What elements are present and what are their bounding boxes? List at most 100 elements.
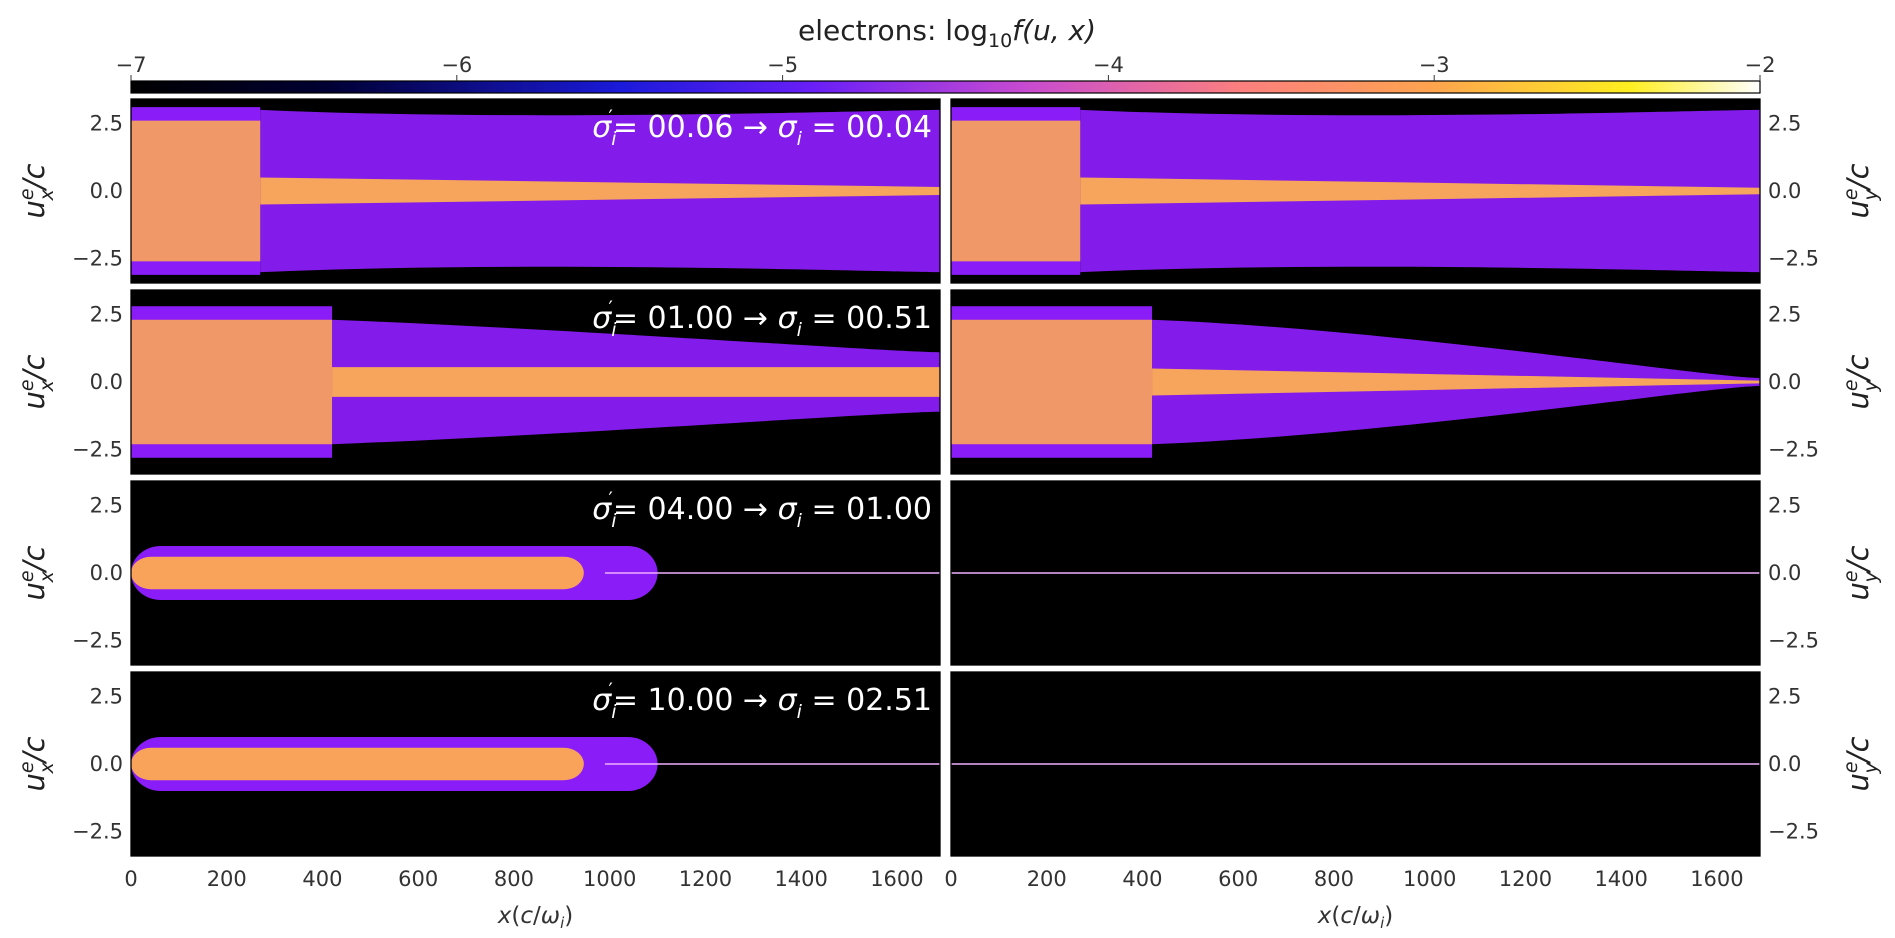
panel-content xyxy=(131,481,940,665)
panel-content xyxy=(131,99,940,283)
x-tick-label: 1200 xyxy=(679,867,732,891)
title-function: f(u, x) xyxy=(1012,14,1096,47)
beam-region xyxy=(332,367,940,397)
y-tick-label-left: 0.0 xyxy=(90,179,123,203)
title-subscript: 10 xyxy=(988,30,1012,52)
panel-right: 2.5 0.0 −2.5 xyxy=(950,671,1819,857)
y-tick-label-right: −2.5 xyxy=(1768,247,1819,271)
sigma-prime-sub: i xyxy=(611,319,617,341)
y-axis-label-left: uex/c xyxy=(16,354,58,409)
panel-frame xyxy=(950,98,1761,284)
y-axis-label-right: uey/c xyxy=(1840,163,1882,218)
sigma-sub: i xyxy=(797,701,803,723)
y-tick-label-right: 2.5 xyxy=(1768,684,1801,708)
panel-frame xyxy=(130,289,941,475)
hot-region-core xyxy=(131,556,584,590)
sigma-prime-mark: ′ xyxy=(609,488,613,510)
y-tick-label-right: −2.5 xyxy=(1768,629,1819,653)
sigma-sub: i xyxy=(797,510,803,532)
panel-frame xyxy=(130,98,941,284)
sigma-prime-symbol: σ xyxy=(592,110,612,145)
panel-left: 2.5 0.0 −2.5 xyxy=(72,480,941,666)
panel-content xyxy=(131,290,940,474)
x-tick-label: 1400 xyxy=(1594,867,1647,891)
sigma-annotation: σi′= 04.00 → σi = 01.00 xyxy=(592,488,932,532)
y-tick-label-left: −2.5 xyxy=(72,438,123,462)
y-axis-label-left: uex/c xyxy=(16,736,58,791)
panel-content xyxy=(951,672,1760,856)
colorbar-tick-label: −5 xyxy=(767,53,798,77)
panel-frame xyxy=(950,289,1761,475)
y-axis-label-left: uex/c xyxy=(16,163,58,218)
sigma-symbol: σ xyxy=(778,301,798,336)
panel-content xyxy=(131,672,940,856)
panel-content xyxy=(951,290,1760,474)
colorbar-tick-label: −4 xyxy=(1093,53,1124,77)
figure-title: electrons: log10f(u, x) xyxy=(798,14,1096,52)
panel-left: 2.5 0.0 −2.5 xyxy=(72,289,941,475)
y-axis-label-right: uey/c xyxy=(1840,354,1882,409)
hot-region-core xyxy=(951,120,1081,262)
panel-row: 2.50.0−2.52.50.0−2.5σi′= 00.06 → σi = 00… xyxy=(16,98,1882,284)
y-axis-label-right: uey/c xyxy=(1840,545,1882,600)
x-tick-label: 0 xyxy=(944,867,957,891)
y-tick-label-left: 2.5 xyxy=(90,493,123,517)
panel-right: 2.5 0.0 −2.5 xyxy=(950,480,1819,666)
panel-content xyxy=(951,481,1760,665)
panel-frame xyxy=(950,480,1761,666)
colorbar-tick-label: −3 xyxy=(1419,53,1450,77)
sigma-value: = 00.51 xyxy=(802,301,932,336)
sigma-sub: i xyxy=(797,319,803,341)
sigma-prime-sub: i xyxy=(611,510,617,532)
y-tick-label-left: −2.5 xyxy=(72,629,123,653)
sigma-prime-value: = 10.00 → xyxy=(613,683,778,718)
x-tick-label: 400 xyxy=(1122,867,1162,891)
sigma-prime-value: = 04.00 → xyxy=(613,492,778,527)
x-tick-label: 1400 xyxy=(774,867,827,891)
x-axis-label: x(c/ωi) xyxy=(497,903,573,932)
panel-frame xyxy=(950,671,1761,857)
x-tick-label: 800 xyxy=(494,867,534,891)
beam-region xyxy=(1080,177,1760,205)
y-axis-label-right: uey/c xyxy=(1840,736,1882,791)
sigma-prime-mark: ′ xyxy=(609,297,613,319)
title-prefix: electrons: log xyxy=(798,14,988,47)
x-tick-label: 0 xyxy=(124,867,137,891)
y-tick-label-right: 0.0 xyxy=(1768,752,1801,776)
x-axes: 0 200 400 600 800 1000 1200 1400 1600 x(c/ωi) 0 200… xyxy=(124,867,1743,932)
sigma-prime-value: = 01.00 → xyxy=(613,301,778,336)
colorbar: −7 −6 −5 −4 −3 −2 xyxy=(116,53,1775,94)
y-tick-label-left: 0.0 xyxy=(90,561,123,585)
panel-right: 2.5 0.0 −2.5 xyxy=(950,98,1819,284)
x-tick-label: 400 xyxy=(302,867,342,891)
sigma-prime-symbol: σ xyxy=(592,301,612,336)
hot-region-core xyxy=(131,120,261,262)
panel-row: 2.50.0−2.52.50.0−2.5σi′= 01.00 → σi = 00… xyxy=(16,289,1882,475)
sigma-prime-mark: ′ xyxy=(609,106,613,128)
y-tick-label-left: 2.5 xyxy=(90,111,123,135)
colorbar-tick-label: −7 xyxy=(116,53,147,77)
panel-content xyxy=(951,99,1760,283)
y-tick-label-left: 0.0 xyxy=(90,752,123,776)
panel-right: 2.5 0.0 −2.5 xyxy=(950,289,1819,475)
sigma-sub: i xyxy=(797,128,803,150)
panel-grid: 2.5 0.0 −2.5 2.5 0.0 −2.5 σi′= 00.06 → σi = 00… xyxy=(16,98,1882,857)
panel-row: 2.50.0−2.52.50.0−2.5σi′= 10.00 → σi = 02… xyxy=(16,671,1882,857)
x-axis-label: x(c/ωi) xyxy=(1317,903,1393,932)
y-tick-label-left: 2.5 xyxy=(90,684,123,708)
sigma-prime-sub: i xyxy=(611,701,617,723)
sigma-annotation: σi′= 00.06 → σi = 00.04 xyxy=(592,106,932,150)
sigma-value: = 02.51 xyxy=(802,683,932,718)
x-tick-label: 1600 xyxy=(870,867,923,891)
sigma-prime-symbol: σ xyxy=(592,492,612,527)
hot-region-core xyxy=(951,319,1153,445)
y-tick-label-right: −2.5 xyxy=(1768,820,1819,844)
y-tick-label-right: 0.0 xyxy=(1768,370,1801,394)
sigma-prime-sub: i xyxy=(611,128,617,150)
y-tick-label-right: −2.5 xyxy=(1768,438,1819,462)
sigma-symbol: σ xyxy=(778,492,798,527)
panel-left: 2.5 0.0 −2.5 xyxy=(72,671,941,857)
x-tick-label: 200 xyxy=(1027,867,1067,891)
x-tick-label: 1200 xyxy=(1499,867,1552,891)
